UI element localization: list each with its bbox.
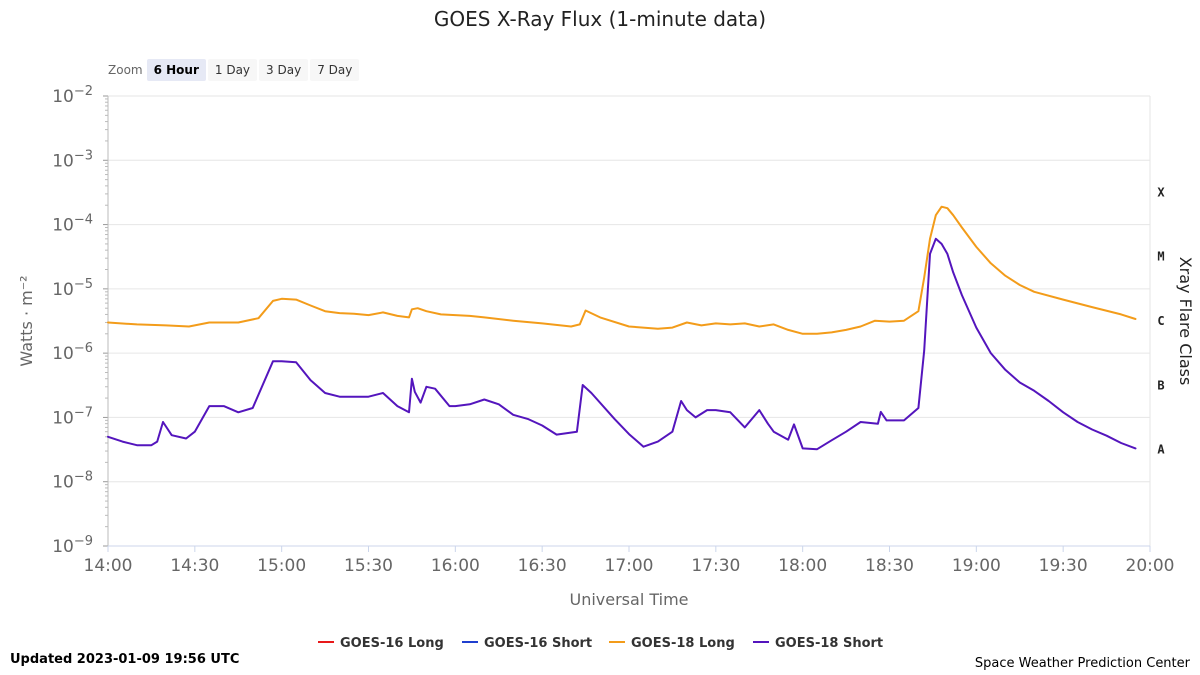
y-tick-label: 10−8 <box>52 470 93 493</box>
y2-axis-label: Xray Flare Class <box>1176 257 1195 386</box>
zoom-label: Zoom <box>108 63 143 77</box>
legend-item-label: GOES-16 Long <box>340 636 444 651</box>
x-tick-label: 14:30 <box>170 556 219 576</box>
x-axis-label: Universal Time <box>569 590 688 609</box>
zoom-7-day-button[interactable]: 7 Day <box>310 59 360 81</box>
zoom-1-day-button[interactable]: 1 Day <box>207 59 258 81</box>
x-tick-label: 20:00 <box>1126 556 1175 576</box>
updated-timestamp: Updated 2023-01-09 19:56 UTC <box>10 652 240 667</box>
series-lines <box>107 205 1137 451</box>
x-tick-label: 16:00 <box>431 556 480 576</box>
x-tick-label: 15:00 <box>257 556 306 576</box>
x-tick-label: 19:30 <box>1039 556 1088 576</box>
x-tick-label: 15:30 <box>344 556 393 576</box>
y-tick-label: 10−5 <box>52 277 93 300</box>
legend: GOES-16 Long GOES-16 Short GOES-18 Long GOE… <box>318 636 883 651</box>
zoom-bar: Zoom 6 Hour 1 Day 3 Day 7 Day <box>104 58 361 82</box>
x-tick-label: 16:30 <box>518 556 567 576</box>
series-line-3 <box>107 237 1137 451</box>
y-axis-label: Watts · m⁻² <box>17 275 36 366</box>
series-line-2 <box>107 205 1137 335</box>
y-tick-label: 10−7 <box>52 405 93 428</box>
legend-item-label: GOES-18 Short <box>775 636 883 651</box>
y-tick-label: 10−3 <box>52 148 93 171</box>
y-tick-label: 10−2 <box>52 84 93 107</box>
x-tick-label: 14:00 <box>84 556 133 576</box>
grid-lines <box>108 95 1151 547</box>
zoom-3-day-button[interactable]: 3 Day <box>259 59 309 81</box>
flare-class-label: A <box>1157 443 1165 457</box>
x-tick-label: 18:00 <box>778 556 827 576</box>
chart-title: GOES X-Ray Flux (1-minute data) <box>434 7 766 31</box>
flare-class-label: X <box>1157 185 1165 199</box>
x-tick-label: 17:00 <box>605 556 654 576</box>
legend-item-label: GOES-18 Long <box>631 636 735 651</box>
zoom-6-hour-button[interactable]: 6 Hour <box>146 59 206 81</box>
y-tick-label: 10−9 <box>52 534 93 557</box>
legend-item-label: GOES-16 Short <box>484 636 592 651</box>
flare-class-label: C <box>1157 314 1164 328</box>
flare-class-label: M <box>1157 250 1164 264</box>
flare-class-label: B <box>1157 378 1164 392</box>
axes: 10−2 10−3 10−4 10−5 10−6 10−7 10−8 10−914:00 14:… <box>52 84 1174 576</box>
x-tick-label: 19:00 <box>952 556 1001 576</box>
y-tick-label: 10−6 <box>52 341 93 364</box>
x-tick-label: 18:30 <box>865 556 914 576</box>
x-tick-label: 17:30 <box>691 556 740 576</box>
y-tick-label: 10−4 <box>52 213 93 236</box>
credit-text: Space Weather Prediction Center <box>974 656 1190 671</box>
